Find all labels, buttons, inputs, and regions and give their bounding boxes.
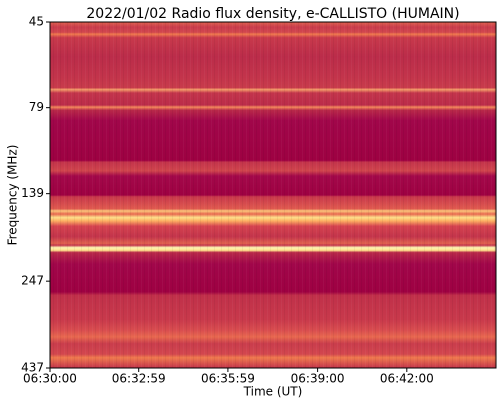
x-tick-label: 06:42:00	[380, 372, 434, 386]
y-tick-label: 45	[29, 15, 44, 29]
y-tick-label: 437	[21, 361, 44, 375]
y-tick-label: 79	[29, 100, 44, 114]
x-tick-label: 06:39:00	[291, 372, 345, 386]
x-tick-label: 06:35:59	[201, 372, 255, 386]
x-axis-label: Time (UT)	[243, 385, 303, 399]
y-tick-label: 139	[21, 186, 44, 200]
y-axis-label: Frequency (MHz)	[6, 145, 20, 246]
spectrogram-image	[50, 22, 496, 368]
x-tick-label: 06:30:00	[23, 372, 77, 386]
y-tick-label: 247	[21, 274, 44, 288]
plot-frame	[49, 21, 497, 369]
chart-title: 2022/01/02 Radio flux density, e-CALLIST…	[86, 6, 459, 22]
x-tick-label: 06:32:59	[112, 372, 166, 386]
